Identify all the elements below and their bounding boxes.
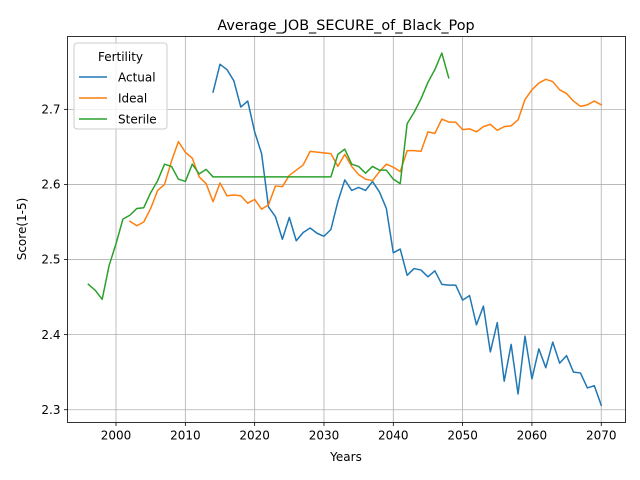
series-line-actual xyxy=(212,63,603,407)
legend-entries: Actual Ideal Sterile xyxy=(79,70,157,126)
x-tick-label: 2050 xyxy=(447,429,478,443)
y-tick-label: 2.7 xyxy=(41,103,60,117)
grid-lines xyxy=(67,36,626,423)
x-tick-label: 2000 xyxy=(101,429,132,443)
y-axis-label: Score(1-5) xyxy=(15,198,29,261)
legend-label-ideal: Ideal xyxy=(118,91,147,105)
legend-box xyxy=(73,42,168,130)
plot-frame xyxy=(67,36,626,423)
legend-label-actual: Actual xyxy=(118,70,156,84)
axis-ticks: 2000 2010 2020 2030 2040 2050 2060 2070 2.3 2.4 2.… xyxy=(41,103,616,443)
legend-label-sterile: Sterile xyxy=(118,112,157,126)
series-line-ideal xyxy=(128,78,603,227)
x-tick-label: 2010 xyxy=(170,429,201,443)
legend: Fertility Actual Ideal Sterile xyxy=(73,42,168,130)
x-tick-label: 2030 xyxy=(309,429,340,443)
y-tick-label: 2.6 xyxy=(41,178,60,192)
x-tick-label: 2060 xyxy=(517,429,548,443)
y-tick-label: 2.5 xyxy=(41,253,60,267)
x-tick-label: 2070 xyxy=(586,429,617,443)
legend-title: Fertility xyxy=(98,50,143,64)
series-layer xyxy=(87,52,603,407)
x-axis-label: Years xyxy=(329,450,362,464)
x-tick-label: 2040 xyxy=(378,429,409,443)
y-tick-label: 2.3 xyxy=(41,403,60,417)
series-line-sterile xyxy=(87,52,450,301)
chart-title: Average_JOB_SECURE_of_Black_Pop xyxy=(217,18,474,34)
y-tick-label: 2.4 xyxy=(41,328,60,342)
x-tick-label: 2020 xyxy=(239,429,270,443)
